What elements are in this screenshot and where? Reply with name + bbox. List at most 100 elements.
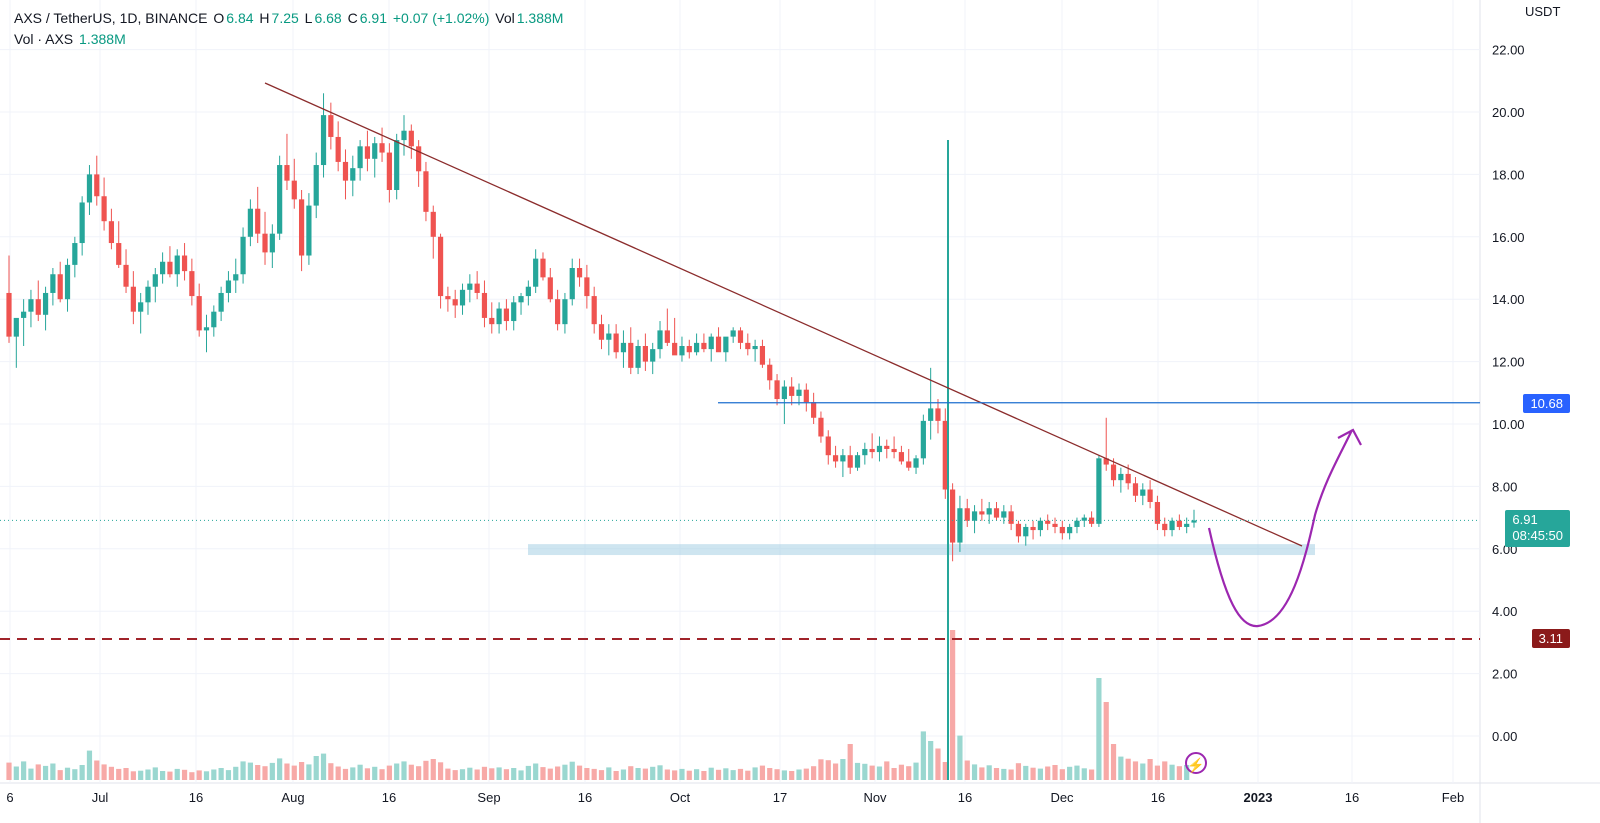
price-axis-unit[interactable]: USDT bbox=[1525, 4, 1561, 19]
volume-bar bbox=[1096, 678, 1102, 780]
candle-body bbox=[723, 336, 729, 353]
candle-body bbox=[942, 420, 948, 490]
volume-bar bbox=[72, 769, 78, 780]
time-tick-label: 6 bbox=[6, 790, 13, 805]
volume-bar bbox=[357, 764, 363, 780]
legend-line-price: AXS / TetherUS, 1D, BINANCE O 6.84 H 7.25 … bbox=[14, 8, 565, 29]
volume-bar bbox=[437, 762, 444, 780]
candle-body bbox=[642, 346, 648, 362]
candle-body bbox=[1088, 517, 1095, 524]
lightning-icon[interactable]: ⚡ bbox=[1185, 752, 1207, 774]
candle-body bbox=[269, 233, 275, 253]
candlesticks bbox=[6, 93, 1197, 562]
volume-bar bbox=[430, 759, 436, 780]
volume-study-label[interactable]: Vol · AXS bbox=[14, 31, 74, 47]
candle-body bbox=[737, 330, 744, 343]
price-axis[interactable]: 22.0020.0018.0016.0014.0012.0010.008.006… bbox=[1492, 43, 1525, 744]
volume-bar bbox=[1015, 763, 1022, 780]
volume-bar bbox=[986, 765, 992, 780]
time-tick-label: 17 bbox=[773, 790, 787, 805]
candle-body bbox=[569, 268, 575, 300]
candle-body bbox=[196, 296, 202, 331]
volume-bar bbox=[869, 765, 875, 780]
candle-body bbox=[28, 299, 34, 312]
volume-bar bbox=[672, 770, 678, 780]
high-value: 7.25 bbox=[271, 10, 299, 26]
time-axis[interactable]: 6 Jul 16 Aug 16 Sep 16 Oct 17 Nov 16 Dec 16 2023 16 Feb bbox=[6, 790, 1464, 805]
volume-bar bbox=[1067, 766, 1073, 780]
candle-body bbox=[1037, 520, 1043, 531]
candle-body bbox=[708, 336, 714, 350]
volume-bar bbox=[247, 762, 253, 780]
candle-body bbox=[876, 445, 883, 453]
volume-bar bbox=[489, 768, 495, 780]
candle-body bbox=[1140, 489, 1146, 496]
candle-body bbox=[518, 296, 524, 303]
candle-body bbox=[1132, 483, 1139, 496]
candle-body bbox=[262, 233, 268, 253]
volume-bar bbox=[408, 764, 414, 780]
volume-bar bbox=[1037, 768, 1043, 780]
volume-bar bbox=[635, 768, 641, 780]
volume-bar bbox=[693, 769, 700, 780]
candle-body bbox=[620, 342, 627, 353]
candle-body bbox=[1074, 520, 1080, 527]
volume-bar bbox=[174, 768, 180, 780]
candle-body bbox=[664, 330, 670, 343]
high-label: H bbox=[259, 10, 270, 26]
candle-body bbox=[613, 333, 619, 353]
candle-body bbox=[1052, 523, 1058, 527]
volume-bar bbox=[474, 769, 480, 780]
volume-bar bbox=[1118, 756, 1124, 780]
volume-bar bbox=[423, 760, 429, 780]
candle-body bbox=[240, 236, 246, 275]
candle-body bbox=[993, 508, 1000, 518]
volume-bar bbox=[774, 769, 780, 780]
candle-body bbox=[86, 174, 93, 203]
volume-bar bbox=[459, 769, 466, 780]
volume-bar bbox=[818, 759, 824, 780]
volume-bar bbox=[1132, 761, 1139, 780]
volume-bar bbox=[116, 768, 122, 780]
volume-bar bbox=[576, 765, 583, 780]
volume-bar bbox=[1052, 765, 1058, 780]
volume-bar bbox=[306, 764, 312, 780]
candle-body bbox=[920, 420, 926, 459]
volume-bar bbox=[42, 765, 49, 780]
candle-body bbox=[840, 455, 846, 462]
candle-body bbox=[540, 258, 546, 278]
candle-body bbox=[357, 146, 363, 169]
candle-body bbox=[818, 417, 824, 437]
candle-body bbox=[847, 455, 853, 468]
volume-bar bbox=[364, 768, 371, 780]
volume-bar bbox=[298, 762, 305, 780]
volume-bar bbox=[547, 768, 553, 780]
volume-bar bbox=[152, 767, 158, 780]
volume-bar bbox=[401, 761, 407, 780]
volume-bar bbox=[255, 765, 261, 780]
volume-bar bbox=[920, 731, 926, 780]
candle-body bbox=[774, 380, 780, 400]
candle-body bbox=[679, 346, 685, 356]
candle-body bbox=[152, 274, 158, 287]
volume-bar bbox=[840, 759, 846, 780]
volume-bar bbox=[386, 765, 392, 780]
price-tick-label: 22.00 bbox=[1492, 43, 1525, 58]
candle-body bbox=[123, 264, 129, 287]
volume-bar bbox=[1059, 769, 1065, 780]
symbol-label[interactable]: AXS / TetherUS, 1D, BINANCE bbox=[14, 10, 208, 26]
price-tick-label: 0.00 bbox=[1492, 729, 1517, 744]
candle-body bbox=[167, 261, 173, 275]
volume-bar bbox=[1008, 769, 1014, 780]
candle-body bbox=[628, 342, 634, 368]
candle-body bbox=[35, 299, 41, 315]
candle-body bbox=[284, 165, 290, 181]
current-price-tag: 6.91 08:45:50 bbox=[1505, 510, 1570, 547]
volume-bar bbox=[737, 768, 744, 780]
volume-bar bbox=[313, 756, 319, 780]
volume-bar bbox=[701, 771, 707, 780]
candle-body bbox=[1001, 511, 1007, 518]
volume-bar bbox=[598, 770, 605, 780]
candle-body bbox=[1118, 473, 1124, 481]
